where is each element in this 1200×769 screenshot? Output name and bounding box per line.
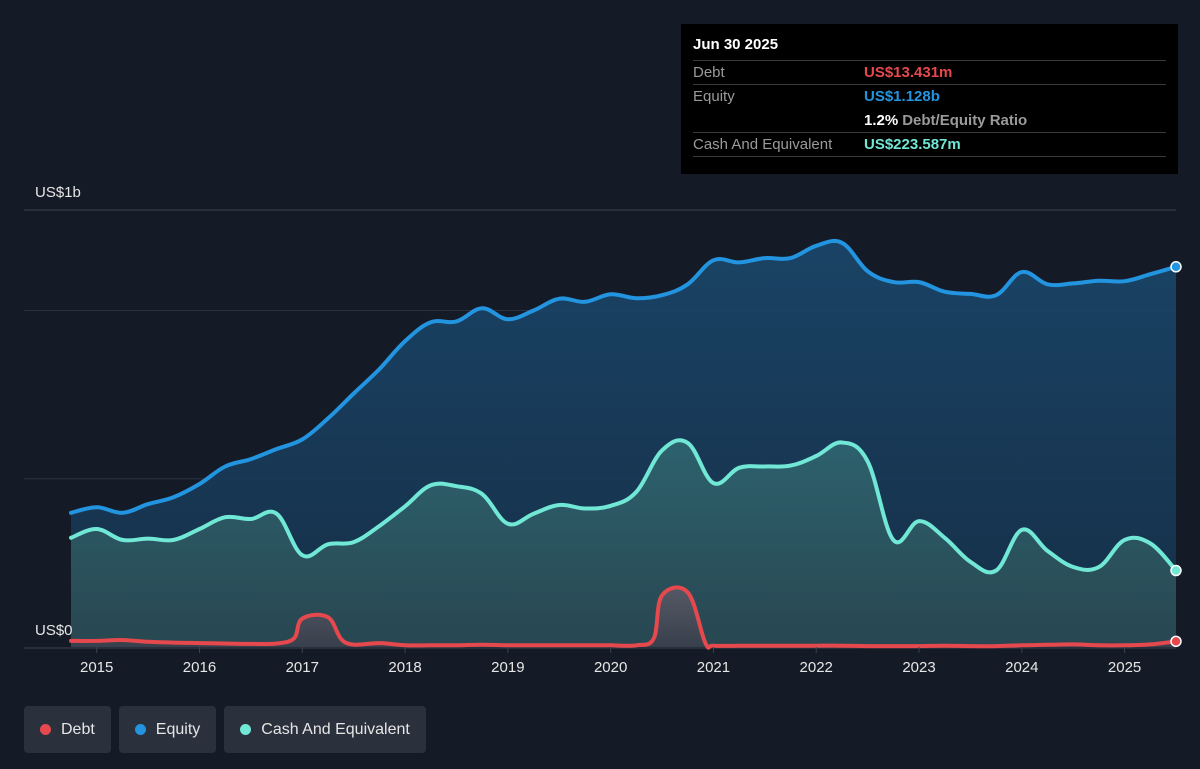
tooltip-cash-label: Cash And Equivalent [693, 136, 833, 153]
legend-cash-label: Cash And Equivalent [261, 720, 410, 738]
debt-end-marker [1170, 635, 1182, 648]
x-tick-label: 2021 [697, 659, 730, 676]
x-tick-label: 2020 [594, 659, 627, 676]
cash-and-equivalent-end-marker [1170, 564, 1182, 577]
tooltip-ratio-value: 1.2% [864, 111, 899, 129]
legend-item-cash[interactable]: Cash And Equivalent [224, 706, 426, 753]
series-end-markers [1170, 261, 1182, 648]
tooltip-debt-value: US$13.431m [864, 64, 953, 81]
equity-line [69, 238, 1178, 515]
x-tick-label: 2025 [1108, 659, 1141, 676]
legend-item-equity[interactable]: Equity [118, 706, 217, 753]
y-axis-zero-label: US$0 [35, 622, 73, 639]
tooltip-equity-row: Equity US$1.128b [693, 84, 1166, 108]
debt-line [69, 585, 1178, 650]
cash-dot-icon [240, 724, 252, 735]
tooltip-panel: Jun 30 2025 Debt US$13.431m Equity US$1.… [681, 24, 1178, 174]
legend-item-debt[interactable]: Debt [24, 706, 111, 753]
x-tick-label: 2015 [80, 659, 113, 676]
tooltip-cash-row: Cash And Equivalent US$223.587m [693, 132, 1166, 156]
x-tick-label: 2019 [491, 659, 524, 676]
tooltip-equity-label: Equity [693, 88, 735, 105]
y-axis-top-label: US$1b [35, 184, 81, 201]
x-tick-label: 2016 [183, 659, 216, 676]
cash-and-equivalent-area [71, 440, 1176, 647]
tooltip-equity-value: US$1.128b [864, 88, 940, 105]
cash-and-equivalent-line [69, 438, 1178, 575]
tooltip-date: Jun 30 2025 [693, 36, 779, 53]
x-tick-label: 2018 [388, 659, 421, 676]
x-tick-label: 2017 [286, 659, 319, 676]
equity-dot-icon [134, 724, 146, 735]
legend-debt-label: Debt [61, 720, 95, 738]
tooltip-debt-row: Debt US$13.431m [693, 60, 1166, 84]
x-tick-label: 2022 [800, 659, 833, 676]
debt-dot-icon [40, 724, 51, 735]
tooltip-cash-value: US$223.587m [864, 136, 961, 153]
tooltip-ratio-row: 1.2% Debt/Equity Ratio [693, 108, 1166, 132]
legend: Debt Equity Cash And Equivalent [24, 706, 426, 753]
equity-end-marker [1170, 261, 1182, 273]
tooltip-debt-label: Debt [693, 64, 725, 81]
legend-equity-label: Equity [155, 720, 201, 738]
x-tick-label: 2024 [1005, 659, 1038, 676]
x-axis-ticks: 2015 2016 2017 2018 2019 2020 2021 2022 2023 2024… [80, 647, 1141, 676]
tooltip-ratio-label: Debt/Equity Ratio [902, 111, 1028, 129]
series-lines [69, 238, 1178, 650]
x-tick-label: 2023 [902, 659, 935, 676]
series-areas [71, 240, 1176, 648]
